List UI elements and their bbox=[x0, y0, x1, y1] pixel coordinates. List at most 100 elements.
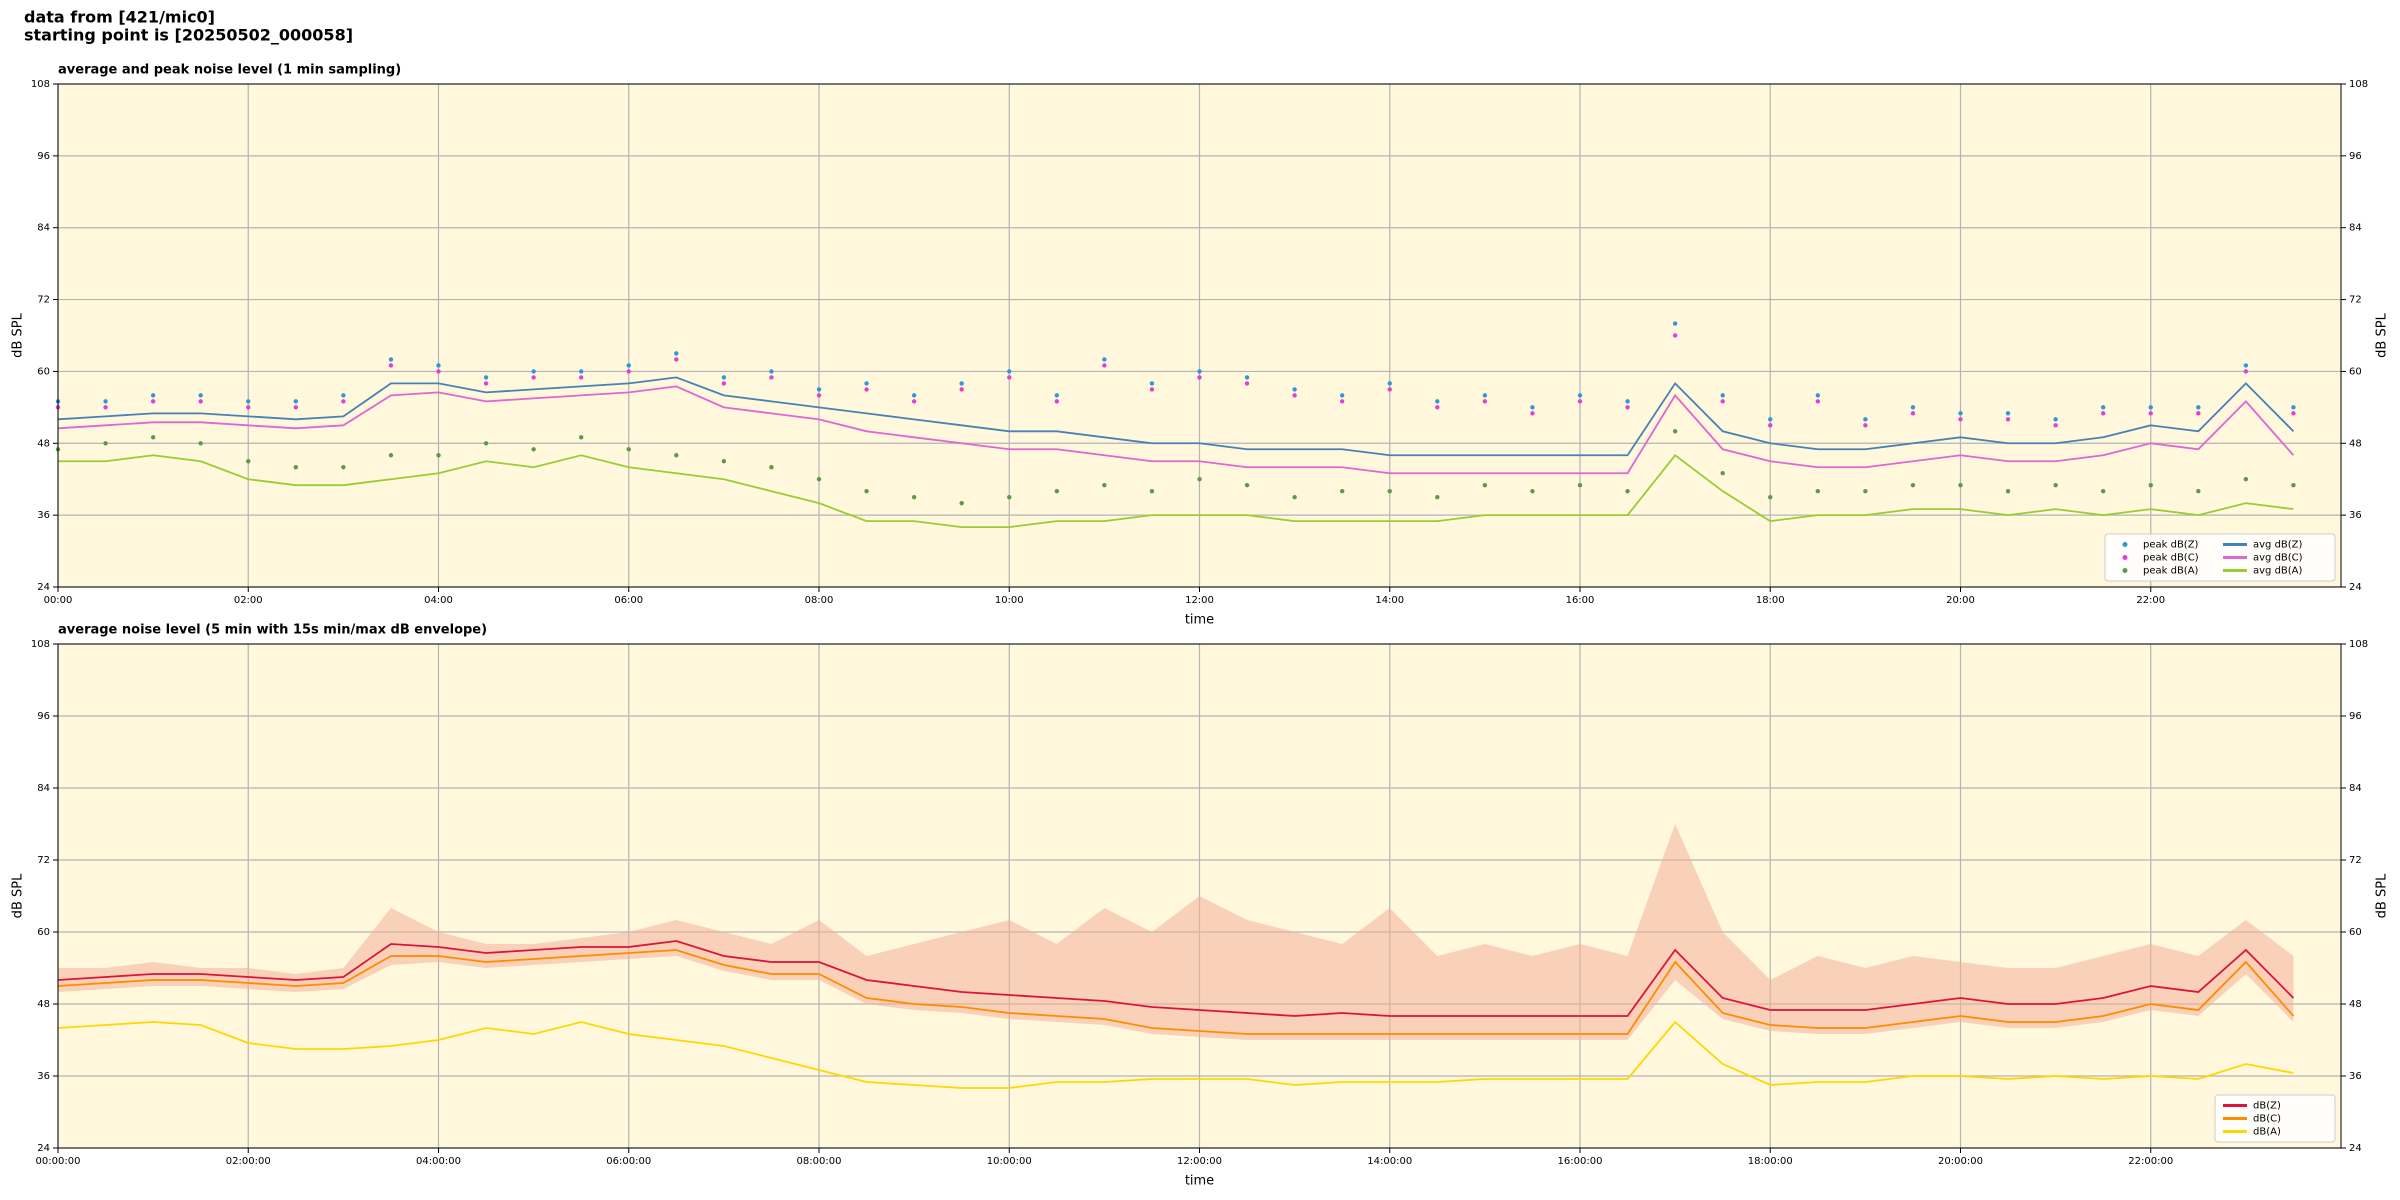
y-tick-label: 84 bbox=[2349, 223, 2362, 234]
x-tick-label: 10:00 bbox=[995, 595, 1024, 606]
x-tick-label: 00:00 bbox=[44, 595, 73, 606]
peak-point bbox=[864, 488, 869, 494]
peak-point bbox=[1768, 423, 1773, 428]
y-tick-label: 36 bbox=[37, 1071, 50, 1082]
peak-point bbox=[1672, 429, 1678, 434]
legend-label: peak dB(A) bbox=[2143, 566, 2199, 577]
peak-point bbox=[1863, 488, 1868, 494]
peak-point bbox=[436, 453, 441, 458]
legend-label: peak dB(C) bbox=[2143, 553, 2199, 564]
peak-point bbox=[1625, 488, 1630, 494]
peak-point bbox=[150, 393, 156, 398]
peak-point bbox=[103, 399, 108, 404]
peak-point bbox=[531, 375, 536, 380]
peak-point bbox=[769, 369, 774, 374]
peak-point bbox=[388, 363, 394, 368]
plot-frame bbox=[57, 643, 2342, 1149]
y-tick-label: 60 bbox=[2349, 366, 2362, 377]
x-tick-label: 22:00 bbox=[2136, 595, 2165, 606]
peak-point bbox=[2005, 417, 2011, 422]
peak-point bbox=[864, 381, 869, 386]
x-tick-label: 20:00 bbox=[1946, 595, 1975, 606]
peak-point bbox=[388, 453, 394, 458]
peak-point bbox=[1102, 363, 1107, 368]
peak-point bbox=[721, 381, 727, 386]
y-tick-label: 36 bbox=[2349, 510, 2362, 521]
legend-label: dB(A) bbox=[2253, 1127, 2281, 1138]
x-tick-label: 20:00:00 bbox=[1938, 1156, 1983, 1167]
x-tick-label: 16:00:00 bbox=[1558, 1156, 1603, 1167]
peak-point bbox=[293, 399, 299, 404]
peak-point bbox=[2196, 488, 2201, 494]
peak-point bbox=[1863, 423, 1868, 428]
y-tick-label: 84 bbox=[37, 223, 50, 234]
y-tick-label: 84 bbox=[37, 783, 50, 794]
legend-label: dB(Z) bbox=[2253, 1101, 2281, 1112]
peak-point bbox=[103, 405, 108, 410]
peak-point bbox=[674, 357, 679, 362]
peak-point bbox=[1720, 393, 1725, 398]
y-tick-label: 48 bbox=[37, 438, 50, 449]
peak-point bbox=[2291, 411, 2296, 416]
peak-point bbox=[626, 369, 631, 374]
peak-point bbox=[2053, 423, 2058, 428]
peak-point bbox=[1054, 399, 1060, 404]
peak-point bbox=[1815, 393, 1821, 398]
peak-point bbox=[1054, 488, 1060, 494]
y-tick-label: 96 bbox=[37, 151, 50, 162]
y-tick-label: 48 bbox=[2349, 438, 2362, 449]
peak-point bbox=[531, 369, 536, 374]
legend-label: avg dB(A) bbox=[2253, 566, 2303, 577]
y-tick-label: 60 bbox=[37, 366, 50, 377]
peak-point bbox=[198, 399, 203, 404]
peak-point bbox=[1577, 399, 1583, 404]
peak-point bbox=[1149, 488, 1155, 494]
x-tick-label: 08:00 bbox=[805, 595, 834, 606]
peak-point bbox=[2005, 488, 2011, 494]
peak-point bbox=[1149, 387, 1155, 392]
peak-point bbox=[1435, 494, 1440, 500]
peak-point bbox=[911, 393, 917, 398]
peak-point bbox=[1292, 387, 1297, 392]
peak-point bbox=[911, 399, 917, 404]
peak-point bbox=[578, 375, 584, 380]
peak-point bbox=[1625, 399, 1630, 404]
peak-point bbox=[483, 375, 489, 380]
peak-point bbox=[2100, 488, 2106, 494]
peak-point bbox=[1672, 321, 1678, 326]
y-tick-label: 96 bbox=[2349, 711, 2362, 722]
peak-point bbox=[2100, 411, 2106, 416]
peak-point bbox=[1435, 399, 1440, 404]
y-tick-label: 108 bbox=[31, 79, 50, 90]
x-tick-label: 14:00 bbox=[1375, 595, 1404, 606]
peak-point bbox=[1339, 488, 1345, 494]
x-tick-label: 04:00 bbox=[424, 595, 453, 606]
peak-point bbox=[246, 459, 251, 464]
y-tick-label: 96 bbox=[2349, 151, 2362, 162]
peak-point bbox=[2148, 483, 2153, 488]
peak-point bbox=[959, 500, 964, 506]
x-tick-label: 12:00 bbox=[1185, 595, 1214, 606]
peak-point bbox=[1625, 405, 1630, 410]
x-tick-label: 06:00 bbox=[614, 595, 643, 606]
peak-point bbox=[911, 494, 917, 500]
peak-point bbox=[1292, 393, 1297, 398]
peak-point bbox=[2243, 477, 2249, 482]
legend-label: dB(C) bbox=[2253, 1114, 2281, 1125]
y-tick-label: 24 bbox=[37, 582, 50, 593]
peak-point bbox=[1102, 357, 1107, 362]
peak-point bbox=[674, 453, 679, 458]
peak-point bbox=[388, 357, 394, 362]
series-line bbox=[57, 949, 2295, 1035]
peak-point bbox=[1435, 405, 1440, 410]
peak-point bbox=[2053, 417, 2058, 422]
peak-point bbox=[1007, 369, 1012, 374]
peak-point bbox=[1482, 393, 1488, 398]
y-tick-label: 24 bbox=[2349, 1143, 2362, 1154]
y-tick-label: 108 bbox=[2349, 639, 2368, 650]
y-axis-label: dB SPL bbox=[11, 873, 26, 918]
peak-point bbox=[959, 387, 964, 392]
peak-point bbox=[1530, 488, 1535, 494]
